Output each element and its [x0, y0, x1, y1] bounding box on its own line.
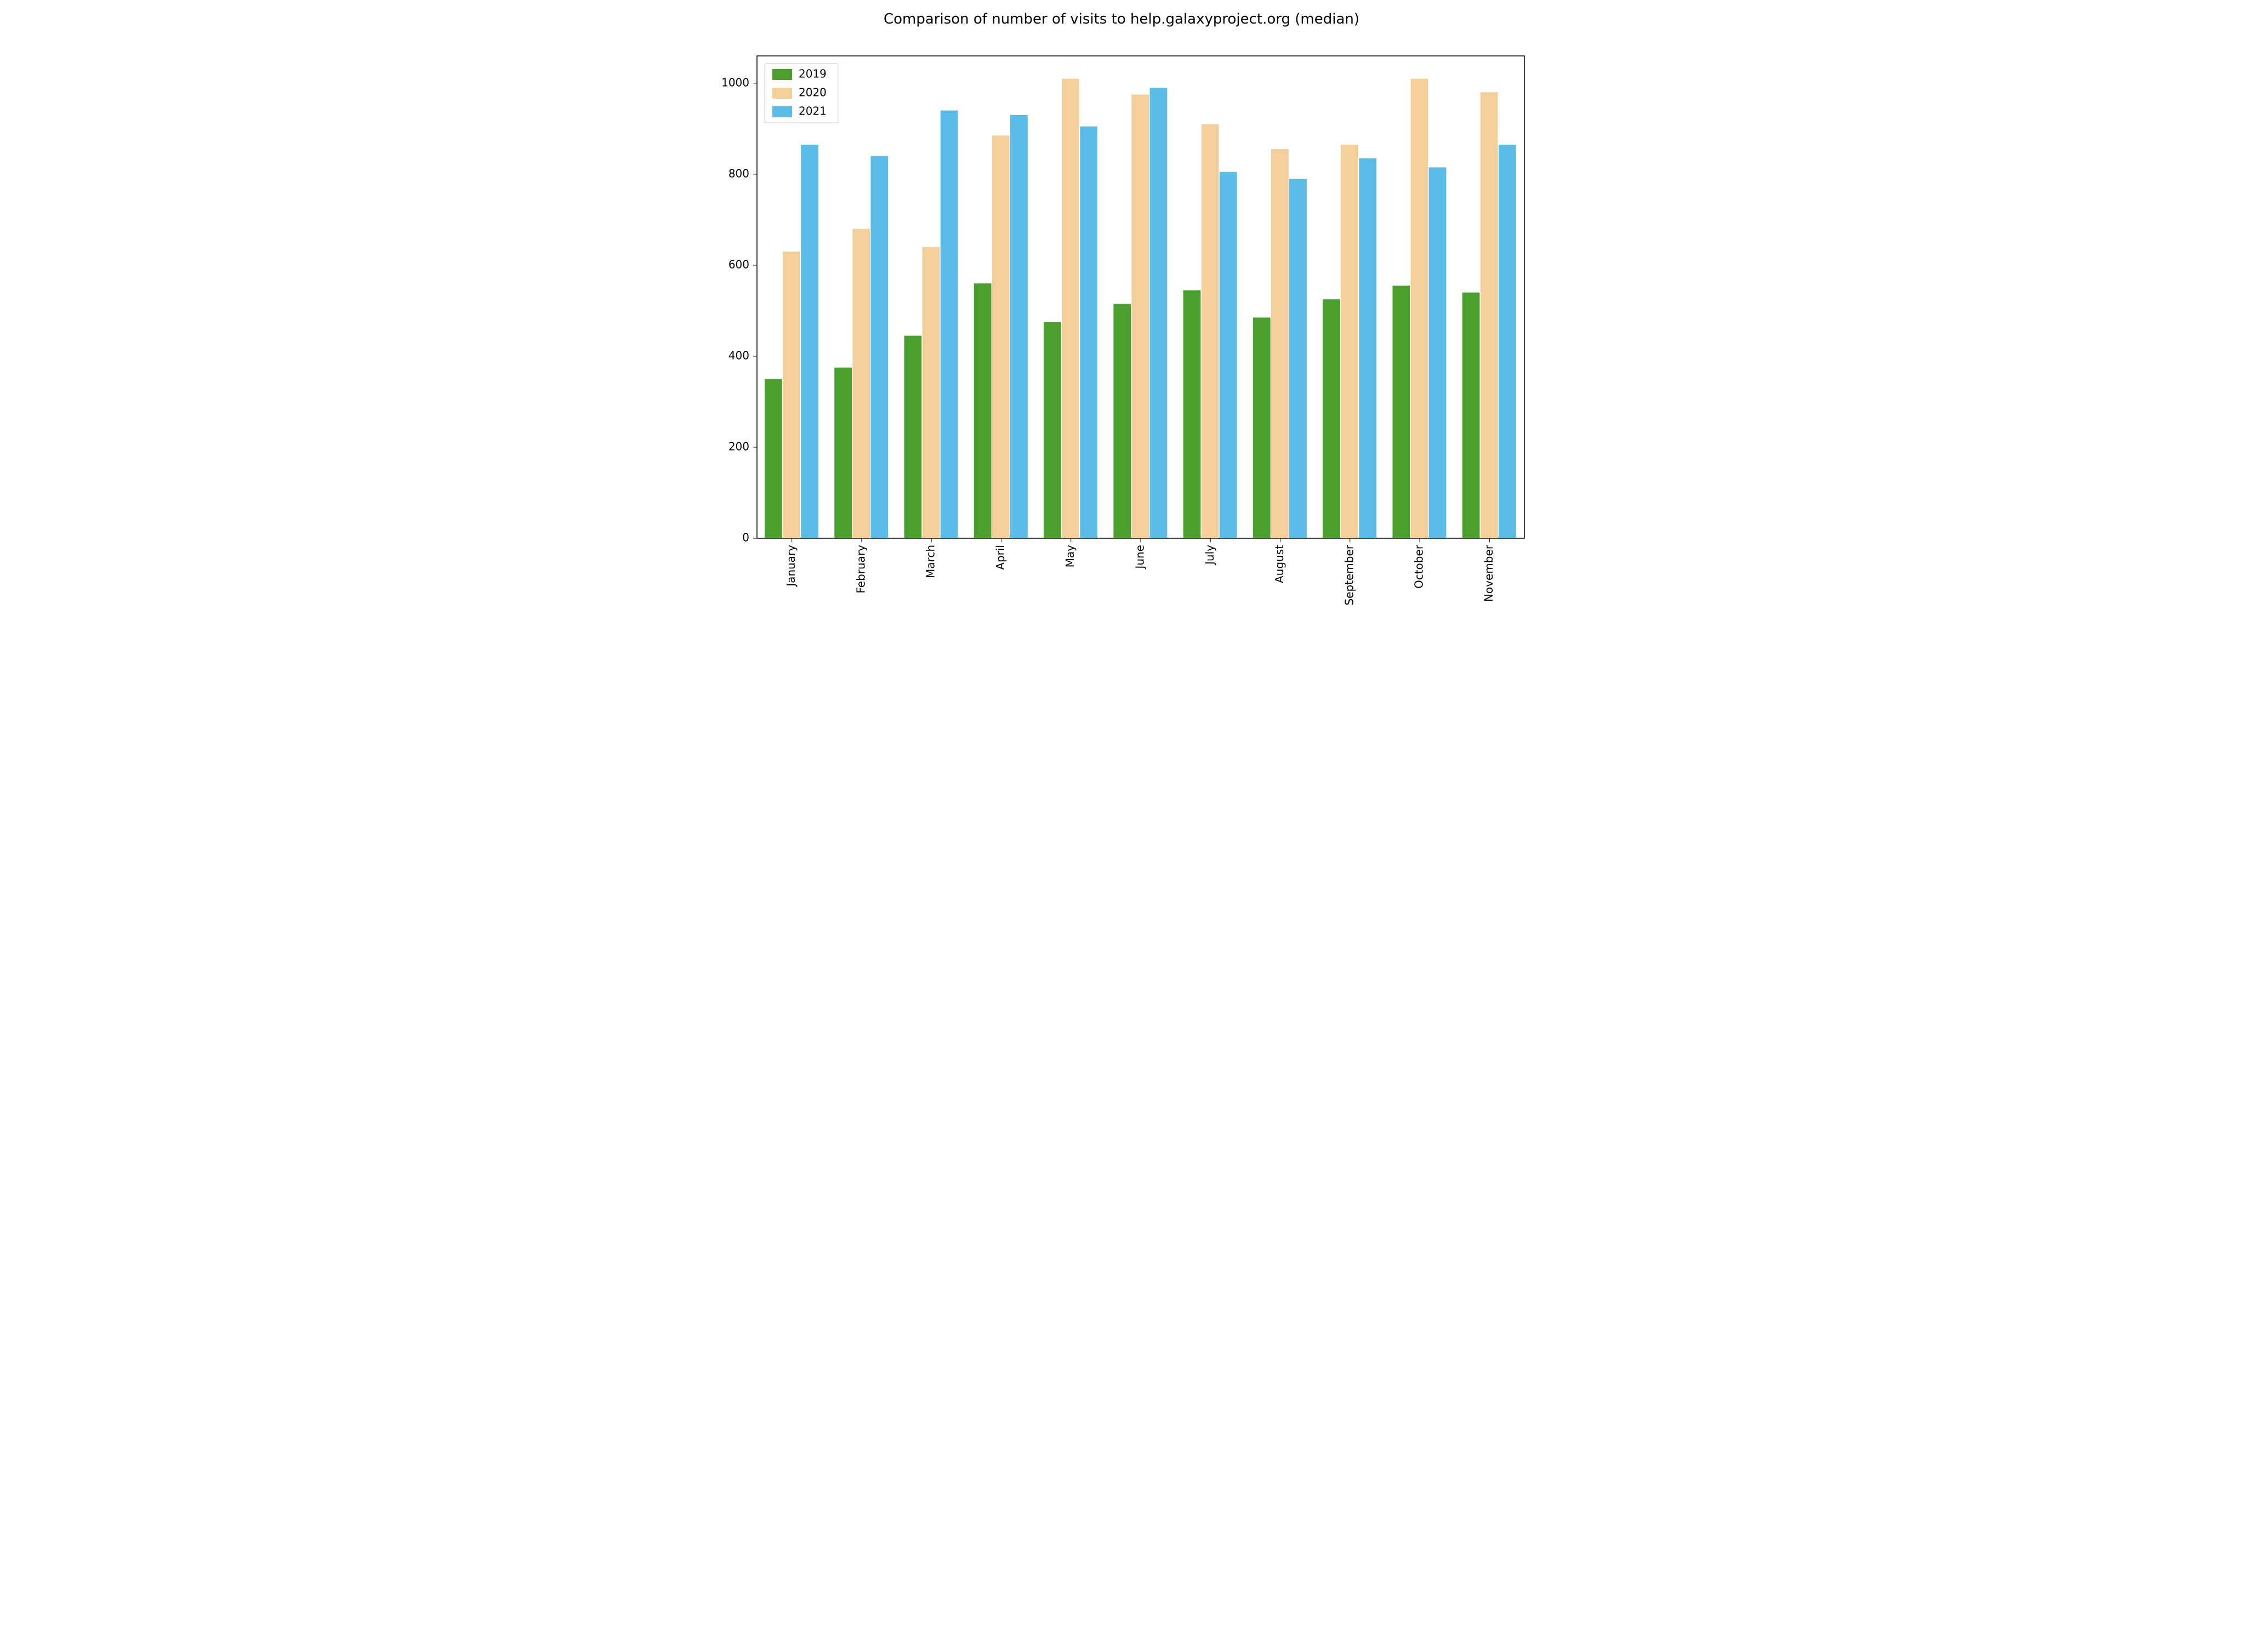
legend-swatch — [772, 69, 792, 80]
bar — [1183, 290, 1201, 538]
x-tick-label-group: August — [1273, 545, 1286, 583]
x-tick-label: February — [854, 545, 867, 594]
x-tick-label: September — [1342, 544, 1356, 605]
bar — [852, 229, 870, 538]
x-tick-label: November — [1482, 544, 1495, 602]
x-tick-label: March — [924, 545, 937, 578]
bar — [870, 156, 888, 538]
legend-swatch — [772, 88, 792, 99]
x-tick-label: July — [1203, 545, 1216, 566]
bar — [1150, 88, 1168, 538]
x-tick-label-group: March — [924, 545, 937, 578]
bar — [1220, 172, 1237, 538]
x-tick-label-group: November — [1482, 544, 1495, 602]
x-tick-label: April — [994, 545, 1007, 570]
bar — [834, 368, 852, 538]
bar — [904, 336, 922, 538]
bar — [1253, 317, 1271, 538]
bar — [1462, 293, 1480, 538]
legend-label: 2019 — [799, 67, 827, 81]
x-tick-label: June — [1134, 545, 1147, 570]
x-tick-label: August — [1273, 545, 1286, 583]
bar — [1359, 158, 1376, 538]
bar — [1341, 145, 1358, 538]
y-tick-label: 1000 — [721, 76, 749, 89]
y-tick-label: 200 — [728, 440, 749, 453]
bar — [1392, 286, 1410, 538]
x-tick-label-group: June — [1134, 545, 1147, 570]
bar — [923, 247, 940, 538]
bar — [1044, 322, 1061, 538]
bar — [1113, 304, 1131, 538]
bar — [1411, 79, 1428, 538]
bar — [801, 145, 818, 538]
bar — [1499, 145, 1516, 538]
bar — [1271, 149, 1289, 538]
legend-label: 2020 — [799, 86, 827, 99]
x-tick-label: January — [784, 545, 798, 588]
legend: 2019 2020 2021 — [765, 64, 838, 123]
bar — [941, 111, 958, 538]
legend-label: 2021 — [799, 105, 827, 118]
bar — [1010, 115, 1028, 538]
x-tick-label-group: October — [1413, 544, 1426, 589]
chart-container: Comparison of number of visits to help.g… — [705, 11, 1538, 648]
x-tick-label-group: May — [1063, 545, 1077, 568]
bar — [1062, 79, 1079, 538]
bar — [1289, 179, 1307, 538]
bar — [1131, 95, 1149, 538]
bar — [1080, 127, 1097, 538]
y-tick-label: 0 — [742, 531, 749, 544]
bar — [765, 379, 782, 538]
bar — [992, 135, 1010, 538]
y-tick-label: 600 — [728, 258, 749, 271]
bar — [1323, 299, 1340, 538]
x-tick-label-group: February — [854, 545, 867, 594]
x-tick-label-group: September — [1342, 544, 1356, 605]
bar-chart: 0 200 400 600 800 1000 January February March Apr… — [705, 30, 1535, 648]
bar — [1429, 167, 1447, 538]
bar — [974, 283, 992, 538]
y-tick-label: 400 — [728, 349, 749, 362]
bar — [1202, 124, 1219, 538]
x-tick-label-group: January — [784, 545, 798, 588]
x-tick-label-group: April — [994, 545, 1007, 570]
bar — [1481, 92, 1498, 538]
chart-title: Comparison of number of visits to help.g… — [705, 11, 1538, 27]
y-tick-label: 800 — [728, 167, 749, 180]
plot-area: 0 200 400 600 800 1000 January February March Apr… — [721, 56, 1524, 606]
x-tick-label-group: July — [1203, 545, 1216, 566]
x-tick-label: May — [1063, 545, 1077, 568]
x-tick-label: October — [1413, 544, 1426, 589]
bar — [783, 252, 800, 538]
legend-swatch — [772, 106, 792, 117]
